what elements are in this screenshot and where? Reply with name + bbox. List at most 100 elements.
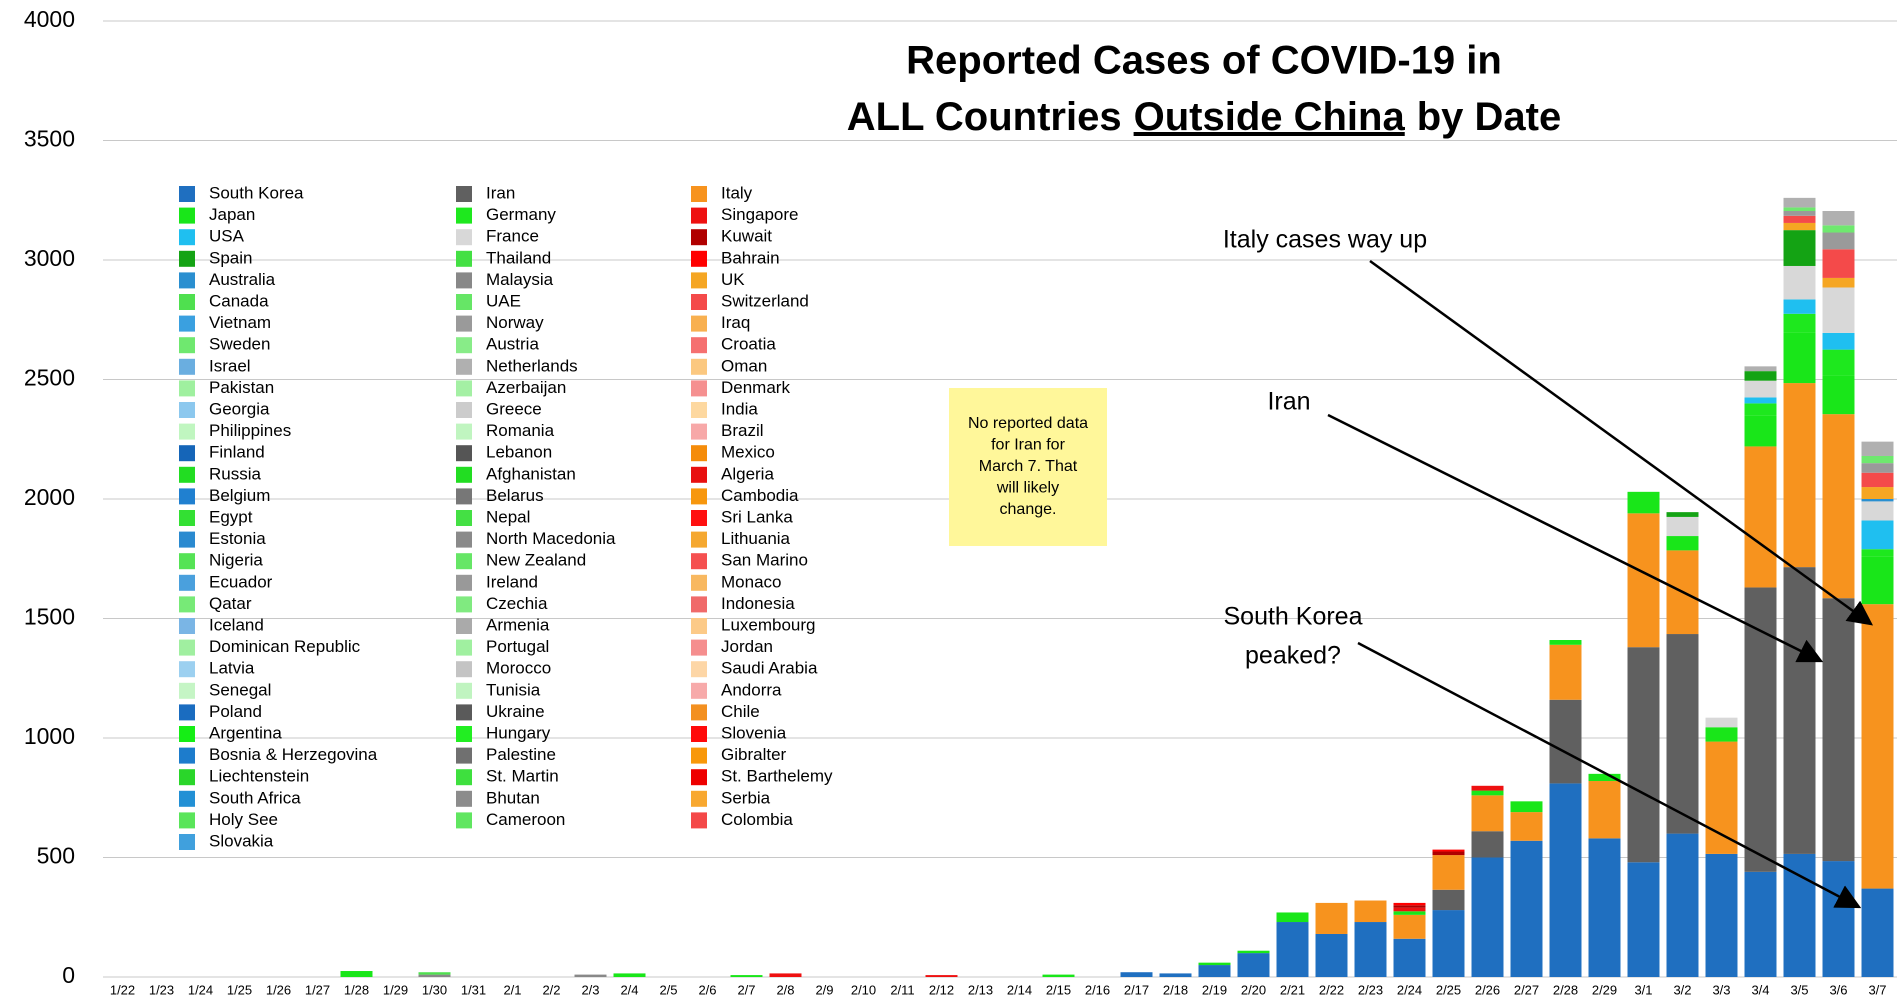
bar-segment [1120,972,1153,977]
legend-swatch [691,661,707,678]
x-tick-label: 2/27 [1514,982,1539,997]
bar-segment [1822,225,1855,233]
legend-label: Spain [209,248,252,267]
bar-segment [1861,604,1894,889]
bar-segment [1666,512,1699,517]
legend-label: Palestine [486,745,556,764]
legend-label: North Macedonia [486,529,616,548]
bar-segment [574,974,607,977]
bar-segment [1744,871,1777,977]
x-tick-label: 2/14 [1007,982,1032,997]
bar-segment [1042,974,1075,977]
bar-segment [1783,222,1816,231]
bar-segment [1744,415,1777,447]
legend-swatch [179,596,195,613]
legend-label: Singapore [721,205,799,224]
bar-segment [1822,349,1855,376]
annotation: peaked? [1245,642,1341,670]
legend-label: Colombia [721,810,793,829]
legend-label: Ukraine [486,702,545,721]
legend-swatch [691,747,707,764]
bar-segment [1627,862,1660,977]
legend-swatch [179,358,195,375]
legend-swatch [456,207,472,224]
legend-label: Andorra [721,680,782,699]
legend-label: St. Martin [486,767,559,786]
bar-segment [1393,905,1426,908]
legend-label: Austria [486,335,539,354]
legend-swatch [691,423,707,440]
bar-segment [613,973,646,977]
legend-swatch [456,466,472,483]
bar-segment [1393,907,1426,912]
x-tick-label: 1/24 [188,982,213,997]
legend-swatch [179,250,195,267]
bar-segment [1744,366,1777,372]
legend-swatch [179,294,195,310]
legend-swatch [691,618,707,634]
legend-label: Kuwait [721,227,772,246]
bar-segment [1198,962,1231,966]
x-tick-label: 1/27 [305,982,330,997]
legend-label: South Africa [209,788,301,807]
legend-swatch [456,769,472,786]
legend-swatch [456,661,472,678]
legend-label: Philippines [209,421,291,440]
bar-segment [1471,857,1504,977]
legend-swatch [456,682,472,699]
bar-segment [1588,781,1621,839]
legend-label: Qatar [209,594,252,613]
bar-segment [1705,853,1738,977]
x-tick-label: 2/9 [815,982,833,997]
bar-segment [1822,287,1855,333]
legend-label: Romania [486,421,555,440]
legend-swatch [179,207,195,224]
legend-swatch [179,186,195,202]
legend-label: UAE [486,291,521,310]
legend-swatch [179,682,195,699]
legend-label: Israel [209,356,251,375]
bar-segment [1744,403,1777,416]
legend-label: Armenia [486,615,550,634]
bar-segment [1783,567,1816,854]
legend-swatch [179,402,195,418]
bar-segment [1666,516,1699,537]
legend-swatch [179,639,195,656]
legend-label: UK [721,270,745,289]
x-tick-label: 3/1 [1634,982,1652,997]
bar-segment [1588,773,1621,782]
legend-label: Egypt [209,507,253,526]
legend-swatch [691,272,707,289]
legend-swatch [456,618,472,634]
bar-segment [1432,910,1465,977]
legend-swatch [456,315,472,332]
bar-segment [925,975,958,977]
annotation: Iran [1267,388,1310,416]
legend-swatch [179,618,195,634]
note-text: change. [1000,501,1057,518]
legend-label: Senegal [209,680,271,699]
legend-label: India [721,399,758,418]
legend-swatch [179,834,195,850]
legend-swatch [691,337,707,354]
x-tick-label: 2/8 [776,982,794,997]
x-tick-label: 2/10 [851,982,876,997]
bar-segment [1549,640,1582,645]
legend-label: Australia [209,270,276,289]
legend-swatch [179,380,195,397]
legend-label: San Marino [721,551,808,570]
legend-label: Vietnam [209,313,271,332]
legend-swatch [179,423,195,440]
x-tick-label: 2/11 [890,982,914,997]
bar-segment [1432,851,1465,856]
title-part: Outside China [1134,95,1406,139]
bar-segment [1861,501,1894,521]
x-tick-label: 2/26 [1475,982,1500,997]
legend-swatch [456,272,472,289]
legend-label: Chile [721,702,760,721]
legend-swatch [691,186,707,202]
bar-segment [1783,207,1816,212]
bar-segment [1822,598,1855,862]
bar-segment [1783,230,1816,266]
legend-swatch [456,726,472,742]
